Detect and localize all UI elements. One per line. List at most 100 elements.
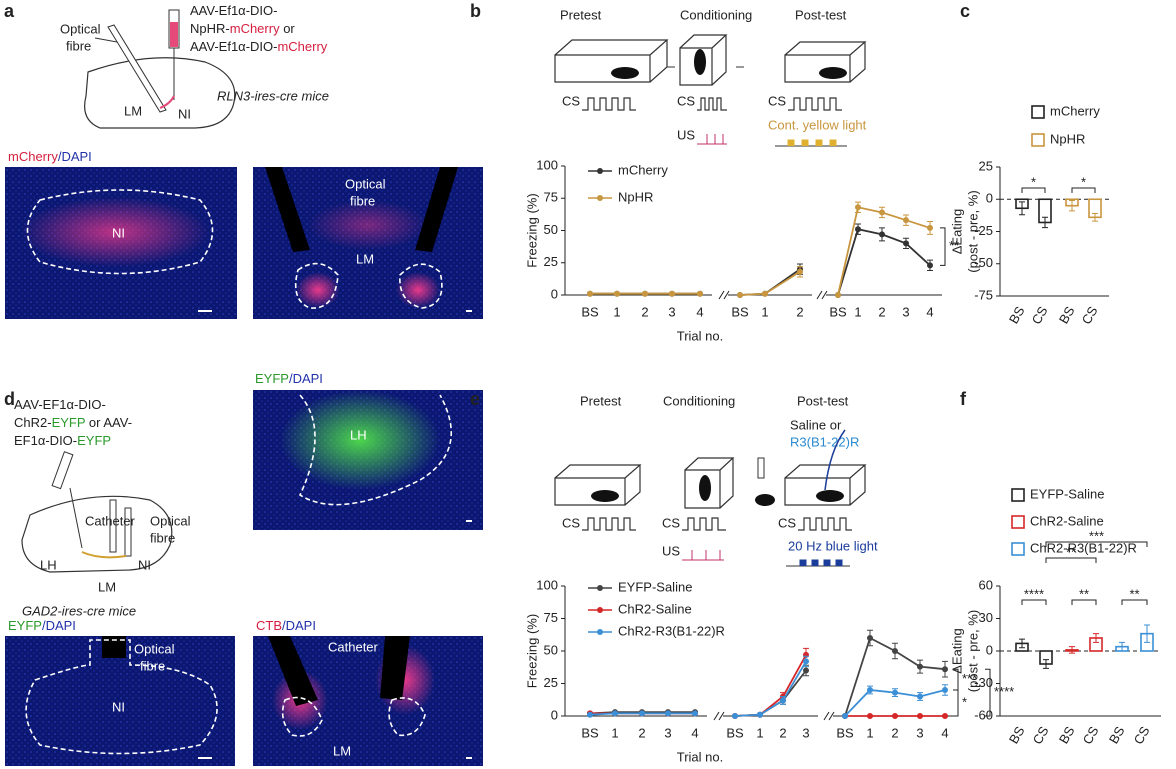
region-outline: [281, 696, 426, 737]
x-tick-label: 3: [664, 725, 671, 740]
y-axis-label: ΔEating: [949, 209, 964, 255]
marker: [927, 262, 933, 269]
brain-outline: [21, 495, 173, 573]
syringe-fill: [170, 22, 178, 47]
marker: [803, 658, 809, 665]
legend-label: ChR2-R3(B1-22)R: [618, 623, 725, 638]
sig-bracket: [1021, 187, 1046, 193]
marker: [903, 240, 909, 247]
x-tick-label: 4: [696, 304, 703, 319]
pointer: [94, 37, 118, 43]
y-tick-label: 100: [536, 577, 558, 592]
y-tick-label: 75: [544, 190, 558, 205]
mouse: [611, 67, 639, 79]
us-label: US: [677, 127, 695, 142]
scale-bar: [466, 757, 472, 759]
needle: [69, 487, 83, 549]
x-tick-label: BS: [1106, 723, 1128, 746]
y-tick-label: 100: [536, 157, 558, 172]
fibre-track: [380, 636, 410, 700]
phase: Conditioning: [680, 7, 752, 22]
marker: [879, 209, 885, 216]
legend-swatch: [1011, 515, 1025, 529]
phase: Pretest: [580, 393, 622, 408]
cs-train: [697, 97, 727, 111]
legend-label: EYFP-Saline: [1030, 486, 1104, 501]
label: fibre: [150, 530, 175, 545]
sig-label: *: [1081, 174, 1086, 189]
legend-marker: [597, 629, 603, 635]
x-tick-label: BS: [726, 725, 744, 740]
panel-label: e: [470, 389, 480, 409]
cs-label: CS: [662, 515, 680, 530]
legend-label: EYFP-Saline: [618, 579, 692, 594]
cs-train: [582, 97, 636, 111]
x-tick-label: 2: [641, 304, 648, 319]
us-train: [682, 550, 724, 561]
virus-text: AAV-EF1α-DIO-: [14, 397, 106, 412]
x-tick-label: 1: [866, 725, 873, 740]
x-tick-label: BS: [731, 304, 749, 319]
x-axis-label: Trial no.: [677, 749, 723, 764]
x-tick-label: 4: [691, 725, 698, 740]
marker: [942, 713, 948, 719]
x-tick-label: BS: [1006, 723, 1028, 746]
fibre-track: [102, 636, 126, 658]
y-axis-label: Freezing (%): [524, 614, 539, 688]
sig-bracket: [1021, 599, 1047, 605]
label: Catheter: [328, 639, 379, 654]
marker: [692, 710, 698, 717]
us-train: [697, 134, 727, 145]
panel-label: c: [960, 1, 970, 21]
catheter-track: [268, 636, 318, 706]
label: Optical: [150, 513, 191, 528]
panel-label: b: [470, 1, 481, 21]
panel-b-schematic: b Pretest Conditioning Post-test CS CS U…: [470, 1, 867, 147]
x-tick-label: CS: [1029, 303, 1051, 326]
region-label: LM: [124, 103, 142, 118]
signal: [280, 390, 440, 490]
error-bar: [1019, 638, 1025, 649]
cs-label: CS: [677, 93, 695, 108]
x-tick-label: 1: [611, 725, 618, 740]
scale-bar: [466, 310, 472, 312]
y-axis-label: Freezing (%): [524, 193, 539, 267]
legend-label: NpHR: [618, 189, 653, 204]
panel-e-schematic: e Pretest Conditioning Post-test Saline …: [470, 389, 878, 567]
light-pulses: [799, 559, 843, 566]
mean-line: [734, 660, 807, 717]
scale-bar: [198, 757, 212, 759]
sig-bracket: [985, 668, 991, 717]
y-tick-label: 75: [544, 610, 558, 625]
fibre-track: [265, 167, 310, 252]
x-tick-label: 1: [613, 304, 620, 319]
error-bar: [1043, 659, 1049, 669]
marker: [697, 290, 703, 297]
marker: [842, 713, 848, 719]
label: fibre: [66, 38, 91, 53]
chamber: [554, 457, 867, 509]
marker: [892, 713, 898, 719]
marker: [803, 667, 809, 674]
x-tick-label: 4: [941, 725, 948, 740]
marker: [855, 204, 861, 211]
axis-break: [816, 290, 828, 300]
mouse-line: GAD2-ires-cre mice: [22, 603, 136, 618]
marker: [855, 226, 861, 233]
y-tick-label: -75: [974, 287, 993, 302]
stain-label: CTB/DAPI: [256, 618, 316, 633]
cs-train: [682, 517, 726, 531]
label: Optical: [345, 176, 386, 191]
sig-bracket: [1045, 557, 1097, 563]
region-label: NI: [112, 225, 125, 240]
region-label: LM: [356, 251, 374, 266]
x-tick-label: 3: [802, 725, 809, 740]
x-tick-label: 1: [756, 725, 763, 740]
x-tick-label: BS: [1006, 303, 1028, 326]
optical-fibre: [107, 24, 167, 113]
sig-bracket: [940, 227, 946, 266]
label: fibre: [350, 193, 375, 208]
chamber: [554, 34, 867, 86]
cs-label: CS: [562, 515, 580, 530]
error-bar: [1144, 624, 1150, 643]
